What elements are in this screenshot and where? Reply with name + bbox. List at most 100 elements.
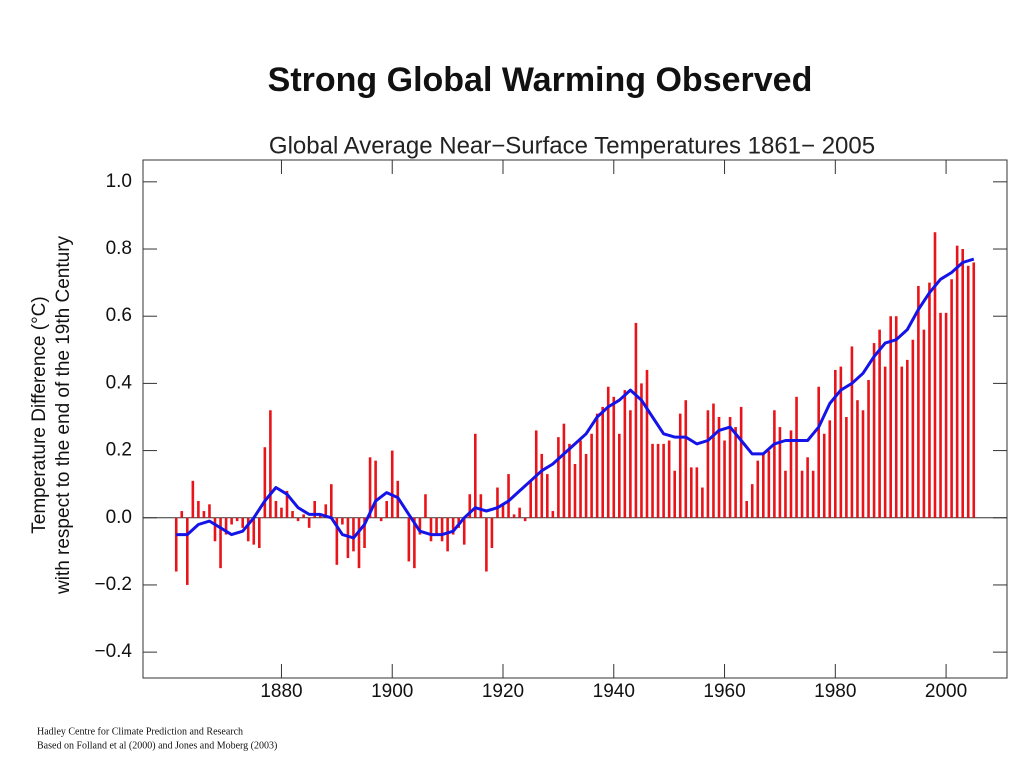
- bar: [562, 423, 566, 518]
- bar: [385, 500, 388, 518]
- bar: [368, 457, 372, 518]
- bar: [712, 403, 715, 518]
- bar: [756, 460, 760, 518]
- bar: [806, 457, 809, 518]
- bar: [690, 467, 693, 518]
- bar: [318, 514, 322, 518]
- bar: [800, 470, 804, 518]
- bar: [413, 517, 416, 569]
- x-tick-label: 1960: [703, 681, 745, 702]
- smoothed-line: [176, 257, 975, 540]
- bar: [795, 396, 798, 518]
- bar: [651, 443, 654, 518]
- bar: [928, 282, 931, 518]
- bar: [828, 420, 832, 518]
- plot-frame: [142, 159, 1008, 679]
- bar: [640, 383, 643, 518]
- bar: [529, 480, 532, 518]
- bar: [590, 433, 593, 518]
- bar: [944, 312, 948, 518]
- bar: [695, 467, 699, 518]
- bar: [213, 517, 217, 542]
- y-tick-label: −0.2: [94, 574, 132, 595]
- bar: [546, 474, 549, 518]
- bar: [856, 400, 859, 518]
- bar: [606, 386, 610, 518]
- bar: [811, 470, 815, 518]
- bar: [219, 517, 222, 569]
- bar: [894, 316, 898, 518]
- x-tick-label: 2000: [925, 681, 967, 702]
- y-axis-label: Temperature Difference (°C): [29, 296, 50, 533]
- bar: [878, 329, 881, 518]
- bar: [734, 427, 737, 518]
- bar: [623, 390, 627, 518]
- bar: [208, 504, 211, 518]
- bar: [634, 322, 638, 518]
- bar: [307, 517, 311, 528]
- bar: [435, 517, 438, 535]
- bar: [762, 453, 765, 518]
- bar: [861, 410, 865, 518]
- y-tick-label: 1.0: [106, 171, 132, 192]
- y-axis-label: with respect to the end of the 19th Cent…: [53, 235, 74, 595]
- bar: [839, 366, 843, 518]
- bar: [889, 316, 892, 518]
- bar: [485, 517, 488, 572]
- bar: [579, 440, 582, 518]
- y-tick-label: 0.6: [106, 305, 132, 326]
- bar: [551, 511, 555, 518]
- x-tick-label: 1900: [371, 681, 413, 702]
- bar: [656, 443, 660, 518]
- bar: [518, 507, 521, 518]
- bar: [285, 490, 289, 518]
- bar: [662, 443, 665, 518]
- bar: [280, 507, 283, 518]
- bar: [462, 517, 466, 545]
- bar: [966, 265, 970, 518]
- bar: [512, 514, 516, 518]
- bar: [684, 400, 688, 518]
- bar: [335, 517, 339, 565]
- bar: [540, 453, 544, 518]
- bar: [673, 470, 676, 518]
- bar: [451, 517, 455, 535]
- bar: [595, 413, 599, 518]
- bar: [468, 494, 472, 518]
- bar: [274, 500, 278, 518]
- bar: [258, 517, 261, 548]
- x-tick-label: 1940: [593, 681, 635, 702]
- bar: [883, 366, 887, 518]
- bar: [418, 517, 422, 535]
- y-tick-label: −0.4: [94, 641, 132, 662]
- bar: [745, 500, 748, 518]
- y-tick-label: 0.8: [106, 238, 132, 259]
- bar: [186, 517, 189, 585]
- x-tick-label: 1880: [260, 681, 302, 702]
- bar: [357, 517, 361, 569]
- bar: [845, 416, 848, 518]
- bar: [822, 433, 826, 518]
- bar: [291, 511, 294, 518]
- bar: [180, 511, 184, 518]
- bar: [917, 285, 920, 518]
- bar: [789, 430, 793, 518]
- bar: [313, 500, 316, 518]
- bar: [568, 443, 571, 518]
- bar: [379, 517, 383, 522]
- bar: [429, 517, 433, 542]
- bar: [191, 480, 195, 518]
- bar: [363, 517, 366, 548]
- bar: [341, 517, 344, 525]
- bar: [230, 517, 233, 525]
- bar: [302, 514, 305, 518]
- bar: [955, 245, 959, 518]
- bar: [784, 470, 787, 518]
- bar: [324, 504, 328, 518]
- bar: [834, 369, 837, 518]
- bar: [197, 500, 200, 518]
- bar: [667, 440, 671, 518]
- bar: [390, 450, 394, 518]
- bar: [950, 279, 953, 518]
- bar: [202, 511, 206, 518]
